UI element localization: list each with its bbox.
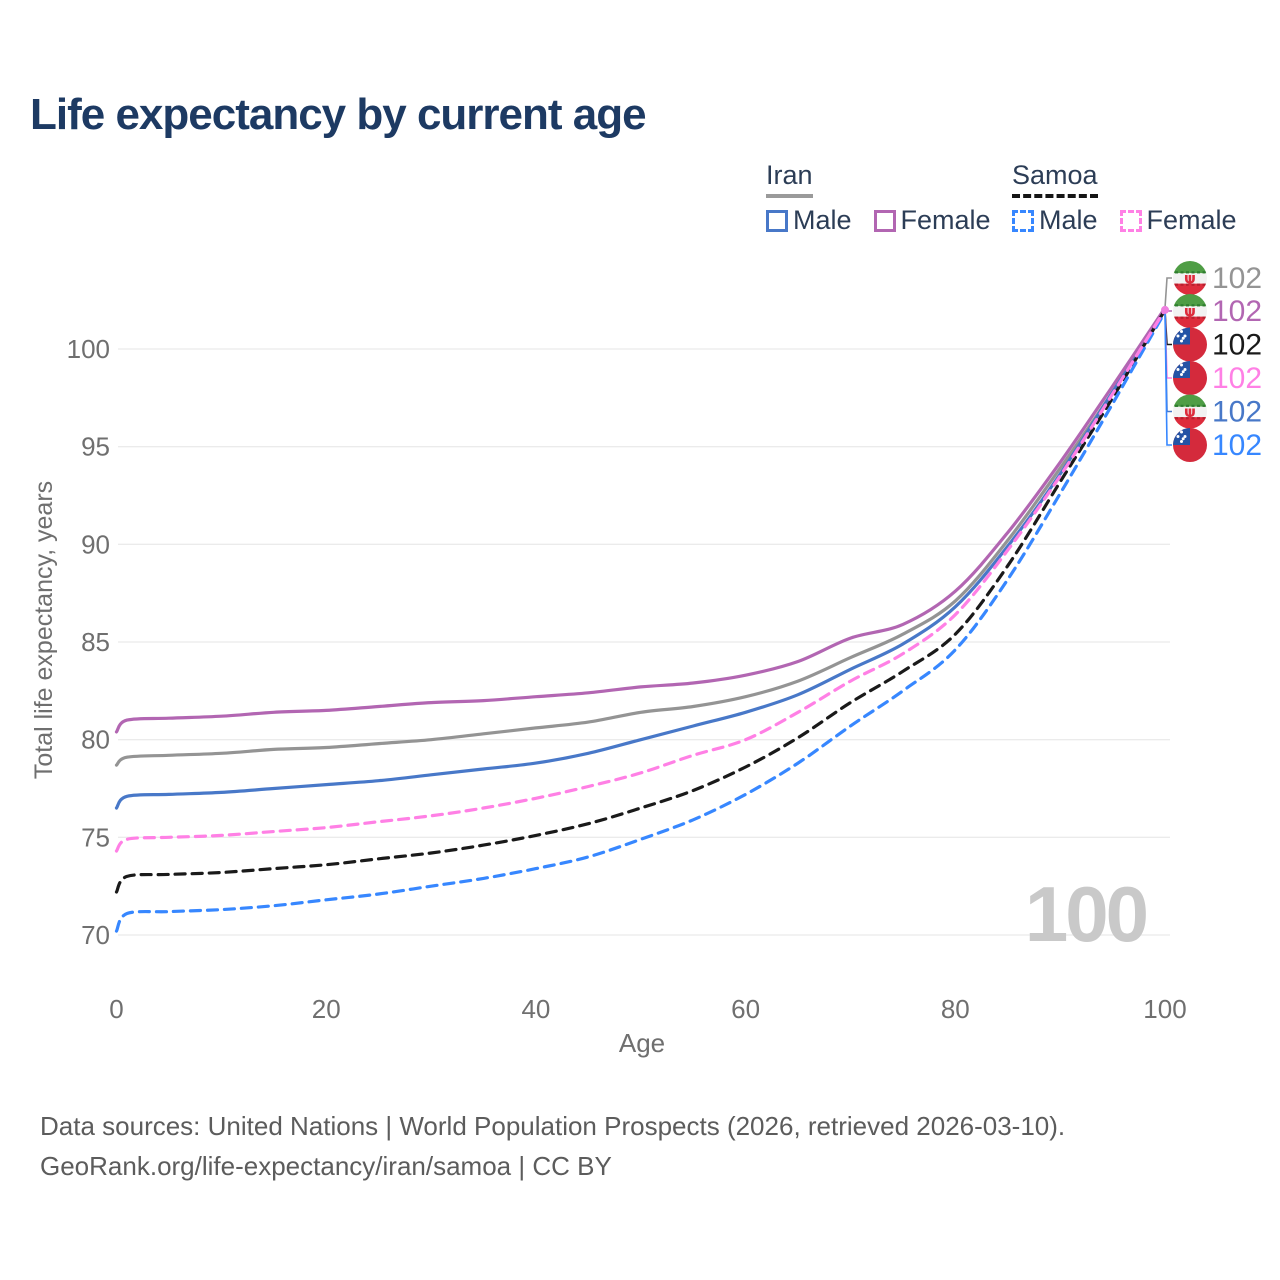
y-tick-label-85: 85 xyxy=(81,627,110,657)
iran-flag-icon: ψ xyxy=(1173,294,1207,328)
legend-label-samoa-female: Female xyxy=(1146,205,1237,235)
end-annotation-iran-female: ψ 102 xyxy=(1173,294,1262,328)
iran-flag-icon: ψ xyxy=(1173,394,1207,429)
series-line-iran-male[interactable] xyxy=(114,308,1167,810)
end-annotation-iran-male: ψ 102 xyxy=(1173,394,1262,429)
svg-text:ψ: ψ xyxy=(1184,403,1196,421)
x-tick-label-0: 0 xyxy=(109,994,123,1024)
y-axis-title: Total life expectancy, years xyxy=(30,481,58,779)
legend-item-samoa-male[interactable]: Male xyxy=(1012,205,1098,236)
series-line-samoa-female[interactable] xyxy=(114,308,1167,853)
x-tick-label-80: 80 xyxy=(941,994,970,1024)
end-annotation-samoa-female: 102 xyxy=(1173,361,1262,395)
legend-country-iran[interactable]: Iran xyxy=(766,160,813,198)
legend-item-iran-male[interactable]: Male xyxy=(766,205,852,236)
svg-text:ψ: ψ xyxy=(1184,303,1196,321)
legend-country-samoa[interactable]: Samoa xyxy=(1012,160,1098,198)
legend-swatch-samoa-female xyxy=(1119,209,1142,232)
legend-label-iran-male: Male xyxy=(793,205,852,235)
footer-data-sources: Data sources: United Nations | World Pop… xyxy=(40,1111,1066,1141)
end-value-label-iran-male: 102 xyxy=(1212,396,1262,429)
end-annotation-iran-both: ψ 102 xyxy=(1173,261,1262,295)
end-value-label-samoa-both: 102 xyxy=(1212,329,1262,362)
x-axis-title: Age xyxy=(619,1028,665,1058)
x-tick-label-60: 60 xyxy=(731,994,760,1024)
y-tick-label-70: 70 xyxy=(81,920,110,950)
end-value-label-iran-both: 102 xyxy=(1212,262,1262,295)
footer-attribution-link[interactable]: GeoRank.org/life-expectancy/iran/samoa |… xyxy=(40,1151,612,1181)
legend-label-iran-female: Female xyxy=(900,205,991,235)
leader-line-iran-both xyxy=(1164,277,1172,309)
svg-text:ψ: ψ xyxy=(1184,270,1196,288)
series-line-iran-both[interactable] xyxy=(114,306,1167,767)
legend-label-samoa-male: Male xyxy=(1039,205,1098,235)
chart-legend: Iran Male Female Samoa Male xyxy=(0,160,1280,250)
legend-swatch-iran-male xyxy=(766,209,788,232)
series-line-samoa-both[interactable] xyxy=(114,308,1167,894)
chart-footer: Data sources: United Nations | World Pop… xyxy=(40,1106,1065,1186)
legend-swatch-iran-female xyxy=(873,209,896,232)
watermark-age: 100 xyxy=(1025,870,1147,958)
end-annotation-samoa-male: 102 xyxy=(1173,428,1262,462)
page-title: Life expectancy by current age xyxy=(30,90,647,139)
samoa-flag-icon xyxy=(1173,428,1207,462)
x-tick-label-100: 100 xyxy=(1143,994,1186,1024)
y-tick-label-95: 95 xyxy=(81,432,110,462)
series-line-samoa-male[interactable] xyxy=(114,310,1167,933)
y-tick-label-100: 100 xyxy=(67,334,110,364)
legend-item-iran-female[interactable]: Female xyxy=(873,205,991,236)
leader-line-samoa-male xyxy=(1164,311,1172,446)
end-value-label-iran-female: 102 xyxy=(1212,295,1262,328)
legend-swatch-samoa-male xyxy=(1012,209,1034,232)
end-value-label-samoa-male: 102 xyxy=(1212,429,1262,462)
x-tick-label-40: 40 xyxy=(521,994,550,1024)
series-endpoint-marker xyxy=(1161,305,1169,314)
legend-group-samoa: Samoa Male Female xyxy=(1012,160,1259,236)
y-tick-label-80: 80 xyxy=(81,725,110,755)
y-tick-label-90: 90 xyxy=(81,529,110,559)
iran-flag-icon: ψ xyxy=(1173,261,1207,295)
end-annotation-samoa-both: 102 xyxy=(1173,327,1262,362)
series-line-iran-female[interactable] xyxy=(114,306,1167,734)
legend-group-iran: Iran Male Female xyxy=(766,160,1013,236)
end-value-label-samoa-female: 102 xyxy=(1212,362,1262,395)
samoa-flag-icon xyxy=(1173,361,1207,395)
x-tick-label-20: 20 xyxy=(312,994,341,1024)
y-tick-label-75: 75 xyxy=(81,822,110,852)
samoa-flag-icon xyxy=(1173,327,1207,362)
legend-item-samoa-female[interactable]: Female xyxy=(1119,205,1237,236)
